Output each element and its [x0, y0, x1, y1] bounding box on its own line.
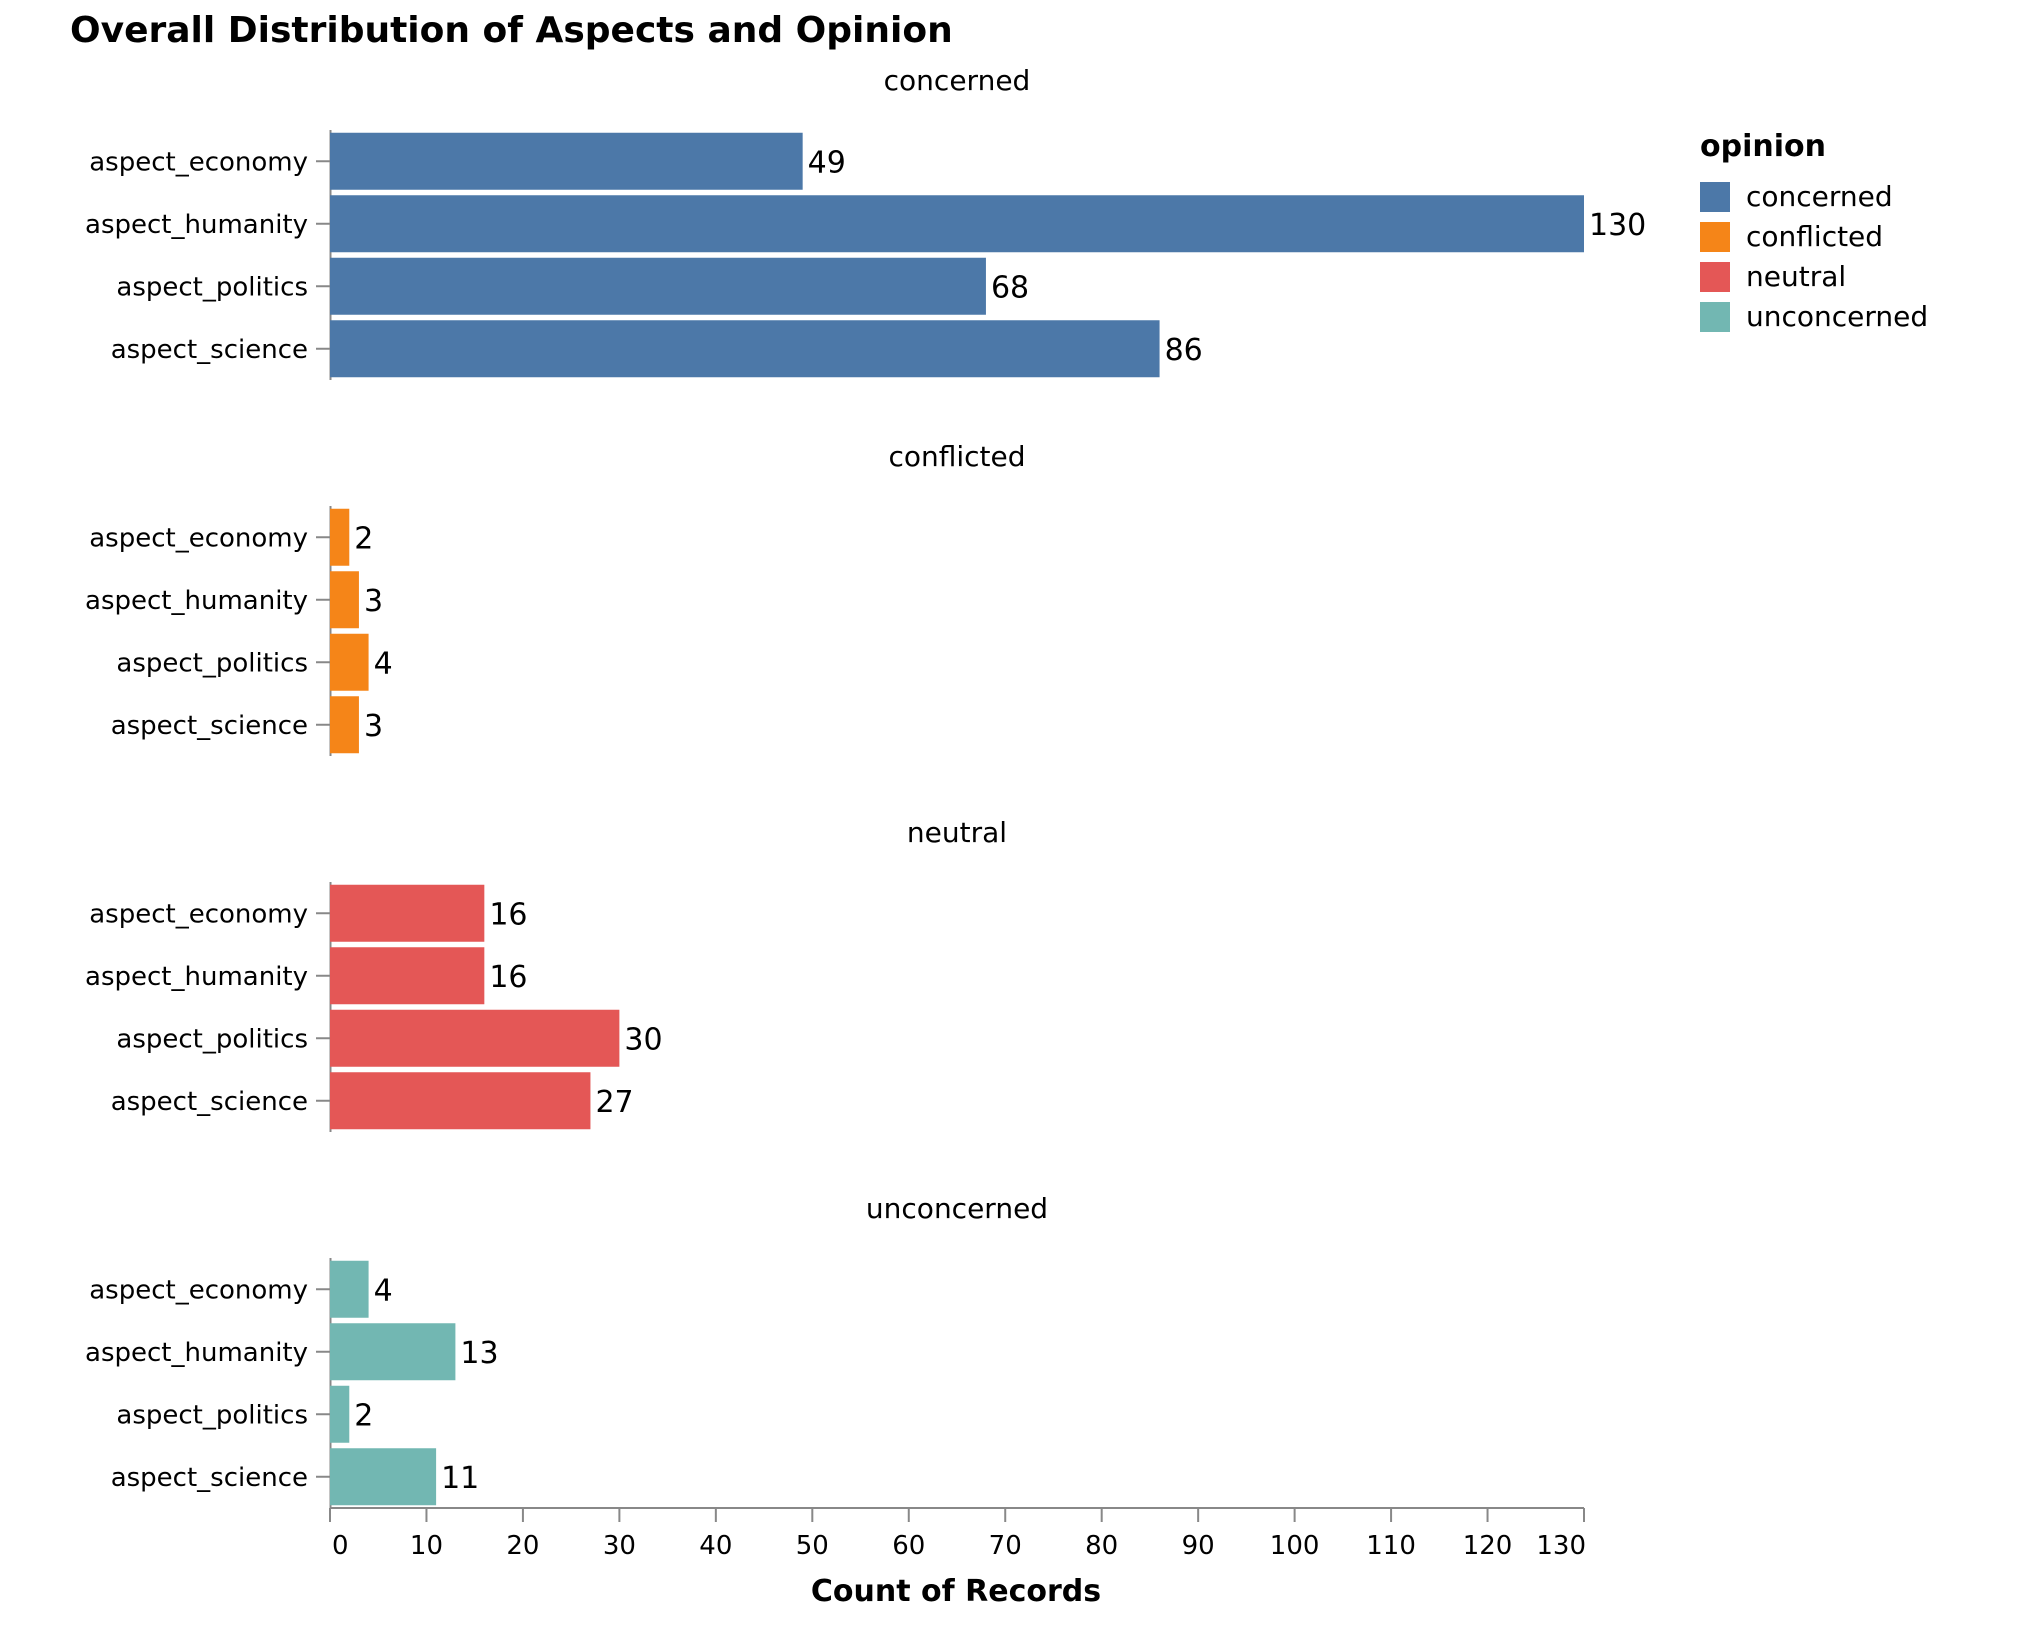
x-tick-label-110: 110 [1366, 1531, 1416, 1561]
facet-title-neutral: neutral [907, 816, 1007, 849]
legend-label: unconcerned [1746, 300, 1928, 333]
x-tick-label-120: 120 [1463, 1531, 1513, 1561]
bar-conflicted-aspect-politics [330, 633, 369, 691]
y-tick-label-aspect-science: aspect_science [111, 335, 308, 365]
y-tick-label-aspect-humanity: aspect_humanity [85, 962, 308, 992]
y-tick-label-aspect-science: aspect_science [111, 1087, 308, 1117]
legend-label: neutral [1746, 260, 1846, 293]
bar-unconcerned-aspect-science [330, 1448, 437, 1506]
data-label-conflicted-aspect-science: 3 [364, 709, 383, 744]
y-tick-label-aspect-politics: aspect_politics [116, 272, 308, 302]
bar-neutral-aspect-economy [330, 884, 485, 942]
facet-conflicted: conflicted aspect_economy 2 aspect_humanity… [85, 440, 1026, 756]
data-label-neutral-aspect-humanity: 16 [489, 960, 527, 995]
data-label-concerned-aspect-science: 86 [1165, 333, 1203, 368]
x-tick-label-0: 0 [332, 1531, 349, 1561]
bar-concerned-aspect-politics [330, 257, 986, 315]
x-tick-label-130: 130 [1536, 1531, 1586, 1561]
x-tick-label-40: 40 [699, 1531, 732, 1561]
bar-concerned-aspect-science [330, 320, 1160, 378]
data-label-neutral-aspect-politics: 30 [624, 1022, 662, 1057]
bar-unconcerned-aspect-economy [330, 1260, 369, 1318]
x-tick-label-90: 90 [1182, 1531, 1215, 1561]
x-tick-label-80: 80 [1085, 1531, 1118, 1561]
y-tick-label-aspect-politics: aspect_politics [116, 648, 308, 678]
legend-item-unconcerned: unconcerned [1700, 300, 1928, 333]
bar-neutral-aspect-science [330, 1072, 591, 1130]
x-tick-label-20: 20 [506, 1531, 539, 1561]
data-label-neutral-aspect-science: 27 [595, 1085, 633, 1120]
y-tick-label-aspect-science: aspect_science [111, 711, 308, 741]
data-label-neutral-aspect-economy: 16 [489, 897, 527, 932]
bar-unconcerned-aspect-humanity [330, 1323, 456, 1381]
x-tick-label-30: 30 [603, 1531, 636, 1561]
data-label-concerned-aspect-politics: 68 [991, 270, 1029, 305]
bar-conflicted-aspect-economy [330, 508, 350, 566]
facet-unconcerned: unconcerned aspect_economy 4 aspect_humanit… [85, 1192, 1048, 1508]
x-axis-title: Count of Records [811, 1574, 1101, 1609]
legend-item-conflicted: conflicted [1700, 220, 1883, 253]
bar-conflicted-aspect-humanity [330, 571, 359, 629]
data-label-concerned-aspect-economy: 49 [808, 145, 846, 180]
facet-title-concerned: concerned [884, 64, 1031, 97]
facet-panels: concerned aspect_economy 49 aspect_humanity… [85, 64, 1646, 1508]
data-label-unconcerned-aspect-economy: 4 [374, 1273, 393, 1308]
x-tick-label-10: 10 [410, 1531, 443, 1561]
facet-neutral: neutral aspect_economy 16 aspect_humanity 16… [85, 816, 1007, 1132]
legend-item-concerned: concerned [1700, 180, 1893, 213]
facet-concerned: concerned aspect_economy 49 aspect_humanity… [85, 64, 1646, 380]
y-tick-label-aspect-humanity: aspect_humanity [85, 586, 308, 616]
x-tick-label-70: 70 [989, 1531, 1022, 1561]
y-tick-label-aspect-science: aspect_science [111, 1463, 308, 1493]
bar-neutral-aspect-humanity [330, 947, 485, 1005]
facet-title-unconcerned: unconcerned [866, 1192, 1048, 1225]
legend-swatch [1700, 302, 1730, 332]
bar-concerned-aspect-economy [330, 132, 803, 190]
data-label-concerned-aspect-humanity: 130 [1589, 208, 1646, 243]
legend-label: concerned [1746, 180, 1893, 213]
legend-title: opinion [1700, 129, 1826, 164]
data-label-unconcerned-aspect-science: 11 [441, 1461, 479, 1496]
data-label-conflicted-aspect-economy: 2 [354, 521, 373, 556]
y-tick-label-aspect-politics: aspect_politics [116, 1400, 308, 1430]
y-tick-label-aspect-politics: aspect_politics [116, 1024, 308, 1054]
x-tick-label-50: 50 [796, 1531, 829, 1561]
legend-label: conflicted [1746, 220, 1883, 253]
y-tick-label-aspect-economy: aspect_economy [89, 523, 308, 553]
y-tick-label-aspect-humanity: aspect_humanity [85, 210, 308, 240]
x-tick-label-60: 60 [892, 1531, 925, 1561]
x-tick-label-100: 100 [1270, 1531, 1320, 1561]
data-label-conflicted-aspect-politics: 4 [374, 646, 393, 681]
chart-title: Overall Distribution of Aspects and Opin… [70, 10, 953, 51]
data-label-unconcerned-aspect-humanity: 13 [460, 1336, 498, 1371]
data-label-unconcerned-aspect-politics: 2 [354, 1398, 373, 1433]
x-axis: 0 10 20 30 40 50 60 70 80 90 100 110 120 130 [329, 1507, 1586, 1561]
y-tick-label-aspect-economy: aspect_economy [89, 147, 308, 177]
facet-title-conflicted: conflicted [888, 440, 1025, 473]
y-tick-label-aspect-economy: aspect_economy [89, 1275, 308, 1305]
bar-neutral-aspect-politics [330, 1009, 620, 1067]
y-tick-label-aspect-economy: aspect_economy [89, 899, 308, 929]
legend-item-neutral: neutral [1700, 260, 1846, 293]
bar-unconcerned-aspect-politics [330, 1385, 350, 1443]
data-label-conflicted-aspect-humanity: 3 [364, 584, 383, 619]
bar-conflicted-aspect-science [330, 696, 359, 754]
legend-swatch [1700, 262, 1730, 292]
legend-swatch [1700, 182, 1730, 212]
y-tick-label-aspect-humanity: aspect_humanity [85, 1338, 308, 1368]
legend: opinion concerned conflicted neutral unconc… [1700, 129, 1928, 333]
legend-swatch [1700, 222, 1730, 252]
bar-concerned-aspect-humanity [330, 195, 1584, 253]
